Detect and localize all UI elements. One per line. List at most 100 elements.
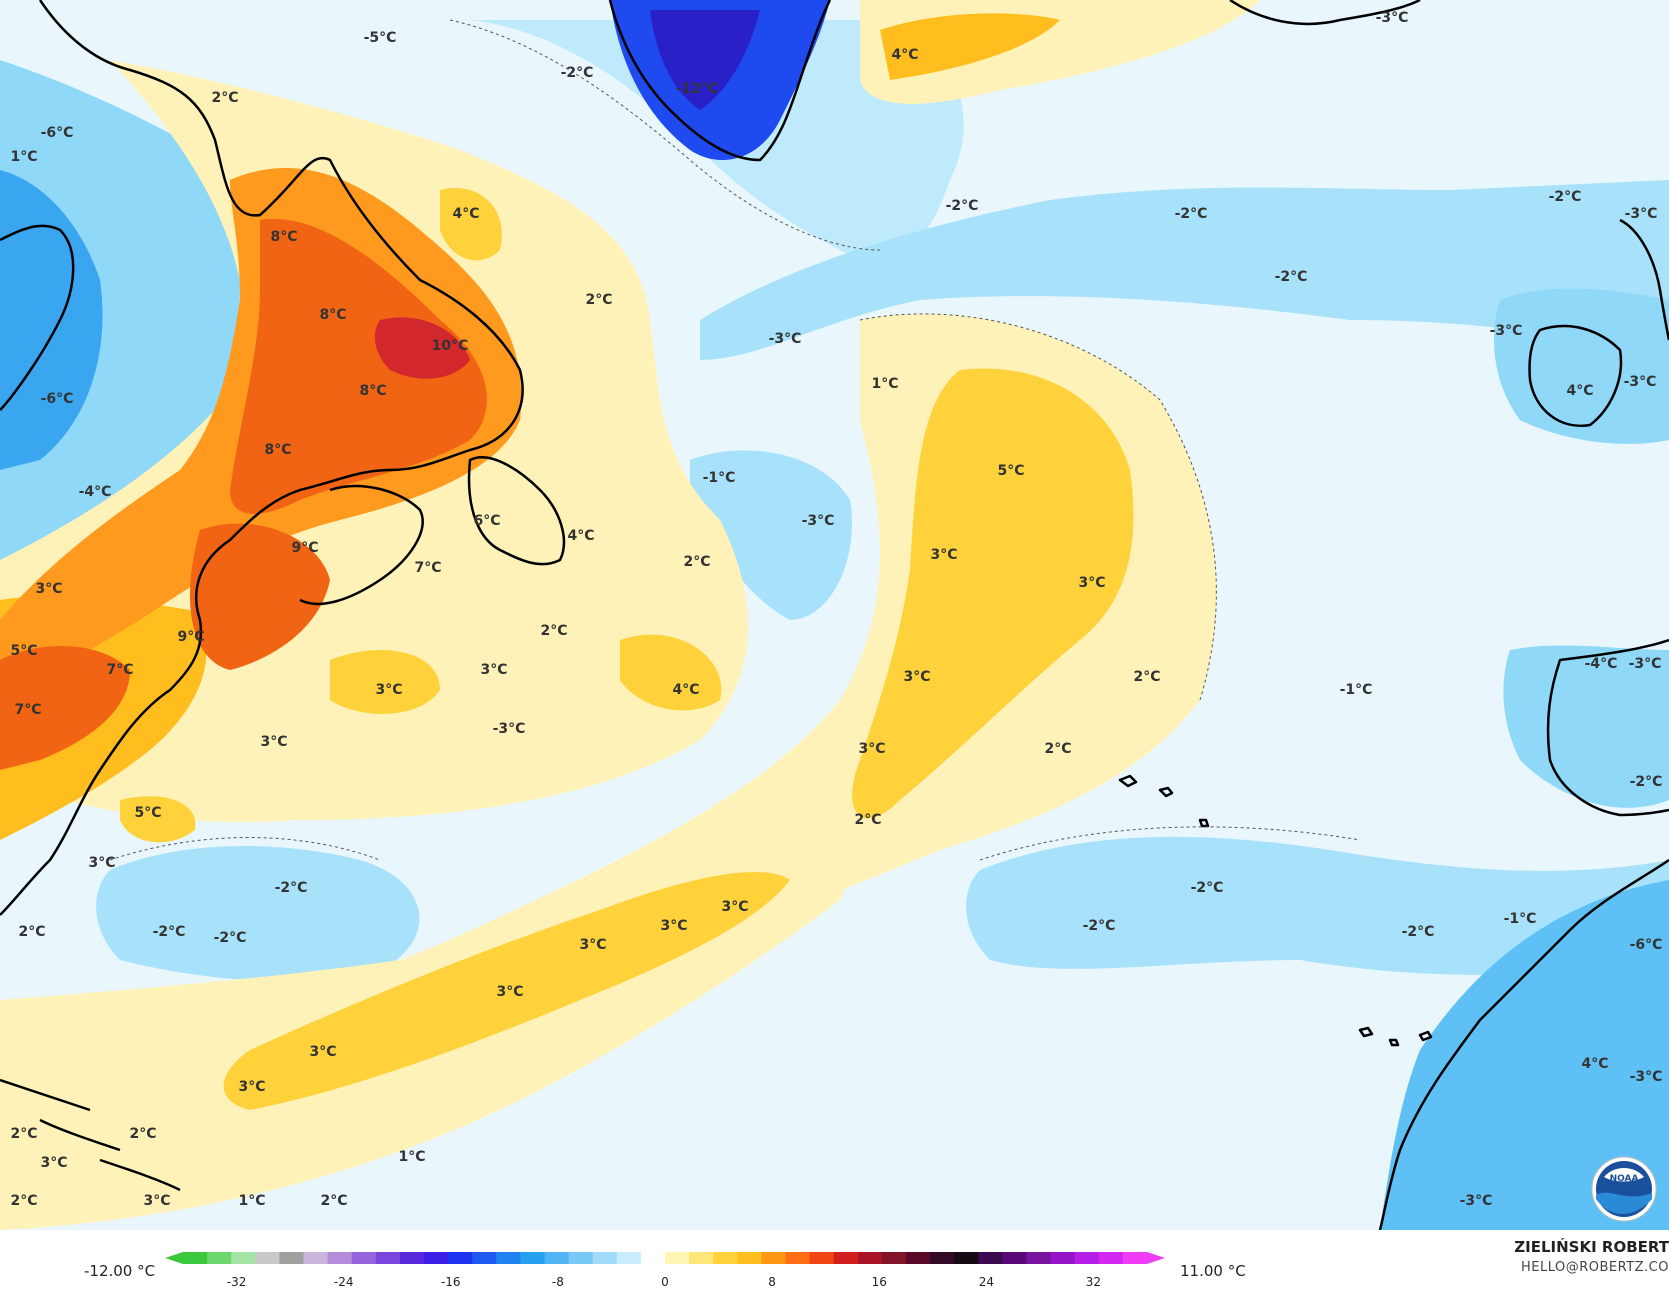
temperature-label: -3°C bbox=[1490, 323, 1523, 339]
temperature-label: 2°C bbox=[854, 812, 881, 828]
temperature-label: -2°C bbox=[946, 198, 979, 214]
temperature-label: -3°C bbox=[1630, 1069, 1663, 1085]
temperature-label: 3°C bbox=[660, 918, 687, 934]
temperature-label: 9°C bbox=[291, 540, 318, 556]
temperature-label: 3°C bbox=[143, 1193, 170, 1209]
hot-area-core bbox=[374, 317, 470, 379]
colorbar-tick-label: 16 bbox=[872, 1275, 887, 1289]
temperature-label: 2°C bbox=[540, 623, 567, 639]
temperature-label: -6°C bbox=[41, 125, 74, 141]
coastline-north-america bbox=[0, 0, 524, 916]
colorbar-tick-label: -16 bbox=[441, 1275, 461, 1289]
colorbar-tick-label: 24 bbox=[979, 1275, 994, 1289]
colorbar-cell bbox=[857, 1252, 883, 1264]
coastline-iberia bbox=[1546, 638, 1669, 817]
coastlines bbox=[0, 0, 1669, 1230]
temperature-label: 5°C bbox=[134, 805, 161, 821]
temperature-label: -2°C bbox=[1191, 880, 1224, 896]
temperature-label: -6°C bbox=[41, 391, 74, 407]
author-email: HELLO@ROBERTZ.CO bbox=[1520, 1260, 1669, 1275]
warm-area-core-mid-atlantic bbox=[852, 368, 1134, 819]
colorbar-tick-label: -8 bbox=[552, 1275, 564, 1289]
cold-area-iberia bbox=[1503, 645, 1669, 808]
hot-area-coast-red bbox=[0, 646, 130, 770]
colorbar-cell bbox=[761, 1252, 786, 1264]
temperature-label: -3°C bbox=[493, 721, 526, 737]
cold-area-africa bbox=[1380, 880, 1669, 1230]
colorbar-cells bbox=[165, 1252, 1165, 1264]
colorbar-cell bbox=[785, 1252, 811, 1264]
temperature-anomaly-map: 2°C-5°C-6°C1°C-2°C-12°C4°C-3°C4°C8°C-2°C… bbox=[0, 0, 1669, 1230]
colorbar-cell bbox=[303, 1252, 329, 1264]
colorbar-cell bbox=[1122, 1252, 1148, 1264]
cold-area-south-east bbox=[966, 836, 1669, 975]
colorbar-cell bbox=[327, 1252, 353, 1264]
colorbar-cell bbox=[665, 1252, 690, 1264]
legend-max-label: 11.00 °C bbox=[1180, 1262, 1246, 1280]
temperature-label: 1°C bbox=[10, 149, 37, 165]
colorbar-tick-label: 32 bbox=[1086, 1275, 1101, 1289]
coastline-africa bbox=[1378, 858, 1669, 1230]
colorbar: -32 -24 -16 -8 0 8 16 24 32 bbox=[165, 1252, 1165, 1289]
temperature-label: 4°C bbox=[1566, 383, 1593, 399]
colorbar-cell bbox=[183, 1252, 208, 1264]
colorbar-cell bbox=[231, 1252, 256, 1264]
svg-text:NOAA: NOAA bbox=[1610, 1174, 1639, 1184]
temperature-label: 5°C bbox=[997, 463, 1024, 479]
colorbar-cell bbox=[520, 1252, 545, 1264]
temperature-label: 4°C bbox=[567, 528, 594, 544]
temperature-label: 2°C bbox=[1044, 741, 1071, 757]
temperature-label: -12°C bbox=[676, 81, 719, 97]
colorbar-cell bbox=[351, 1252, 377, 1264]
temperature-label: -2°C bbox=[1275, 269, 1308, 285]
coastline-gulf-st-lawrence bbox=[299, 484, 424, 606]
temperature-label: 4°C bbox=[1581, 1056, 1608, 1072]
cold-anomaly-areas bbox=[0, 0, 1669, 1230]
temperature-label: -2°C bbox=[275, 880, 308, 896]
colorbar-cell bbox=[737, 1252, 762, 1264]
temperature-label: 3°C bbox=[721, 899, 748, 915]
coastline-britain bbox=[1619, 218, 1669, 341]
temperature-label: 2°C bbox=[585, 292, 612, 308]
cold-area-central bbox=[690, 450, 852, 620]
temperature-label: 1°C bbox=[871, 376, 898, 392]
temperature-label: 2°C bbox=[129, 1126, 156, 1142]
temperature-label: 3°C bbox=[309, 1044, 336, 1060]
temperature-label: 3°C bbox=[1078, 575, 1105, 591]
temperature-label: 2°C bbox=[683, 554, 710, 570]
colorbar-cell bbox=[616, 1252, 642, 1264]
colorbar-cell bbox=[881, 1252, 907, 1264]
coastline-canary bbox=[1358, 1026, 1433, 1047]
temperature-label: 6°C bbox=[473, 513, 500, 529]
temperature-label: 4°C bbox=[891, 47, 918, 63]
temperature-label: -3°C bbox=[1629, 656, 1662, 672]
temperature-label: -2°C bbox=[214, 930, 247, 946]
temperature-label: -3°C bbox=[1625, 206, 1658, 222]
temperature-label: 8°C bbox=[270, 229, 297, 245]
hot-area-maine bbox=[190, 523, 330, 670]
temperature-label: -2°C bbox=[1083, 918, 1116, 934]
temperature-label: 3°C bbox=[496, 984, 523, 1000]
colorbar-ticks: -32 -24 -16 -8 0 8 16 24 32 bbox=[227, 1275, 1101, 1289]
temperature-label: -3°C bbox=[802, 513, 835, 529]
colorbar-low-arrow bbox=[165, 1252, 183, 1264]
colorbar-cell bbox=[640, 1252, 666, 1264]
zero-contours bbox=[109, 19, 1361, 861]
temperature-label: 3°C bbox=[858, 741, 885, 757]
temperature-label: 1°C bbox=[238, 1193, 265, 1209]
temperature-label: 8°C bbox=[359, 383, 386, 399]
warm-area-core-west bbox=[330, 650, 440, 714]
contour-2 bbox=[859, 313, 1217, 701]
temperature-label: -3°C bbox=[1460, 1193, 1493, 1209]
temperature-label: -4°C bbox=[1585, 656, 1618, 672]
colorbar-cell bbox=[592, 1252, 618, 1264]
cold-area-uk bbox=[1494, 288, 1669, 444]
coastline-hudson-bay bbox=[0, 224, 75, 411]
colorbar-cell bbox=[930, 1252, 955, 1264]
temperature-label: 7°C bbox=[106, 662, 133, 678]
coastline-ireland bbox=[1528, 324, 1623, 428]
colorbar-cell bbox=[448, 1252, 473, 1264]
colorbar-cell bbox=[544, 1252, 570, 1264]
colorbar-cell bbox=[424, 1252, 449, 1264]
colorbar-tick-label: -24 bbox=[334, 1275, 354, 1289]
